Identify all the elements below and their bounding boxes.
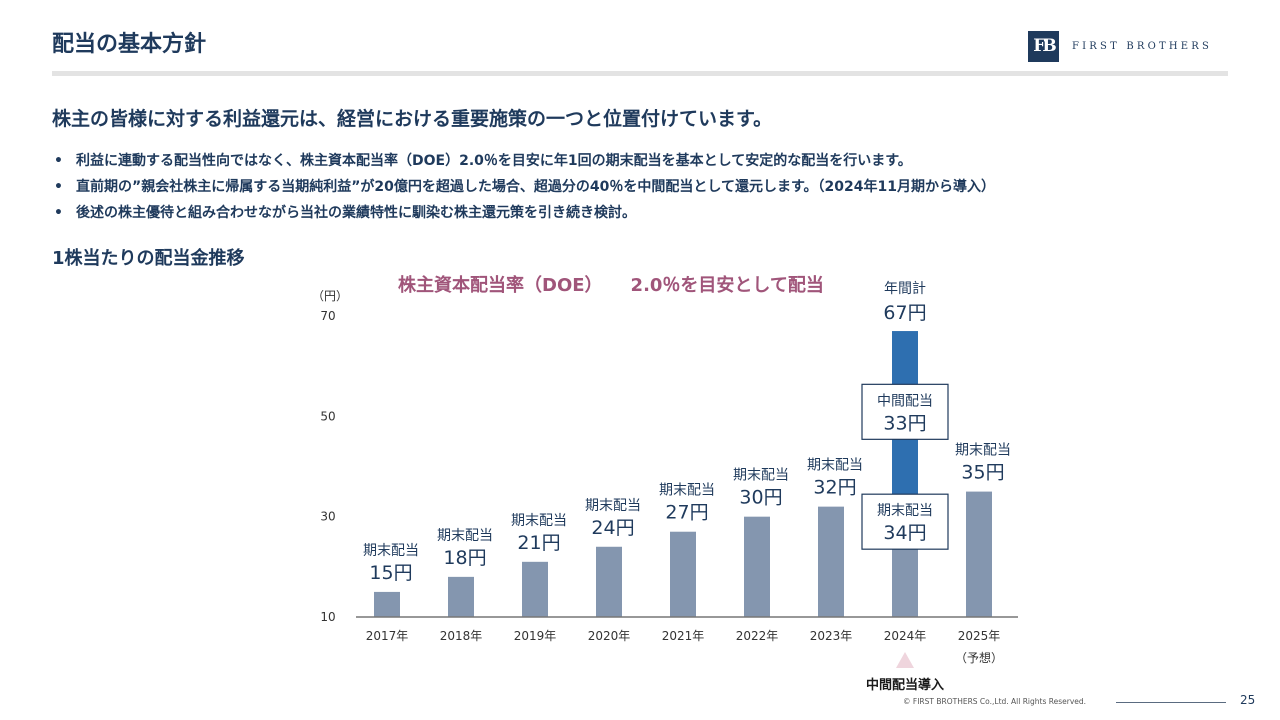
chart-headline-doe: 株主資本配当率（DOE） (398, 275, 603, 296)
data-label-value: 18円 (443, 547, 486, 569)
bullet-item: 利益に連動する配当性向ではなく、株主資本配当率（DOE）2.0％を目安に年1回の… (52, 148, 995, 174)
header-divider (52, 71, 1228, 76)
bullet-item: 後述の株主優待と組み合わせながら当社の業績特性に馴染む株主還元策を引き続き検討。 (52, 200, 995, 226)
boxed-label-interim (861, 383, 949, 440)
x-tick-label: 2017年 (366, 629, 409, 643)
chart-headline-target: 2.0％を目安として配当 (630, 275, 824, 296)
data-label-name: 期末配当 (585, 498, 641, 514)
footer-divider (1116, 702, 1226, 703)
x-tick-label: 2025年 (958, 629, 1001, 643)
bar-final-dividend (966, 491, 992, 617)
data-label-name: 期末配当 (733, 468, 789, 484)
data-label-value: 24円 (591, 517, 634, 539)
data-label-name: 期末配当 (659, 483, 715, 499)
total-label-value: 67円 (883, 302, 926, 324)
boxed-label-name: 期末配当 (877, 503, 933, 519)
x-tick-label: 2021年 (662, 629, 705, 643)
boxed-label-value: 34円 (883, 522, 926, 544)
boxed-label-value: 33円 (883, 412, 926, 434)
boxed-label-name: 中間配当 (877, 393, 933, 409)
logo-mark: FB (1028, 30, 1059, 62)
x-tick-label: 2019年 (514, 629, 557, 643)
logo-text: FIRST BROTHERS (1072, 40, 1213, 52)
data-label-value: 21円 (517, 532, 560, 554)
page-title: 配当の基本方針 (52, 32, 207, 57)
bar-final-dividend (744, 516, 770, 617)
data-label-name: 期末配当 (363, 543, 419, 559)
x-tick-label: 2024年 (884, 629, 927, 643)
x-tick-note: （予想） (955, 650, 1003, 665)
bar-final-dividend (818, 506, 844, 617)
x-tick-label: 2023年 (810, 629, 853, 643)
company-logo: FB FIRST BROTHERS (1028, 30, 1212, 62)
data-label-value: 15円 (369, 562, 412, 584)
data-label-name: 期末配当 (437, 528, 493, 544)
bullet-item: 直前期の”親会社株主に帰属する当期純利益”が20億円を超過した場合、超過分の40… (52, 174, 995, 200)
chart-headline: 株主資本配当率（DOE） 2.0％を目安として配当 (398, 271, 824, 297)
data-label-value: 32円 (813, 477, 856, 499)
y-tick-label: 10 (320, 610, 335, 624)
copyright: © FIRST BROTHERS Co.,Ltd. All Rights Res… (903, 697, 1087, 706)
page-number: 25 (1240, 693, 1256, 707)
data-label-value: 35円 (961, 462, 1004, 484)
bar-final-dividend (670, 531, 696, 617)
bar-final-dividend (448, 576, 474, 617)
x-tick-label: 2022年 (736, 629, 779, 643)
bar-final-dividend (374, 591, 400, 617)
data-label-name: 期末配当 (807, 458, 863, 474)
marker-triangle (896, 652, 914, 668)
x-tick-label: 2020年 (588, 629, 631, 643)
data-label-name: 期末配当 (511, 513, 567, 529)
x-tick-label: 2018年 (440, 629, 483, 643)
bar-final-dividend (596, 546, 622, 617)
total-label-name: 年間計 (884, 281, 926, 297)
data-label-value: 27円 (665, 502, 708, 524)
y-tick-label: 50 (320, 409, 335, 423)
data-label-name: 期末配当 (955, 443, 1011, 459)
policy-bullets: 利益に連動する配当性向ではなく、株主資本配当率（DOE）2.0％を目安に年1回の… (52, 148, 995, 226)
bar-final-dividend (522, 561, 548, 617)
boxed-label-final (861, 493, 949, 550)
section-title: 1株当たりの配当金推移 (52, 248, 245, 269)
y-tick-label: 30 (320, 510, 335, 524)
y-tick-label: 70 (320, 309, 335, 323)
data-label-value: 30円 (739, 487, 782, 509)
marker-label: 中間配当導入 (866, 677, 944, 693)
y-axis-unit: （円） (312, 289, 348, 303)
lead-statement: 株主の皆様に対する利益還元は、経営における重要施策の一つと位置付けています。 (52, 108, 773, 130)
